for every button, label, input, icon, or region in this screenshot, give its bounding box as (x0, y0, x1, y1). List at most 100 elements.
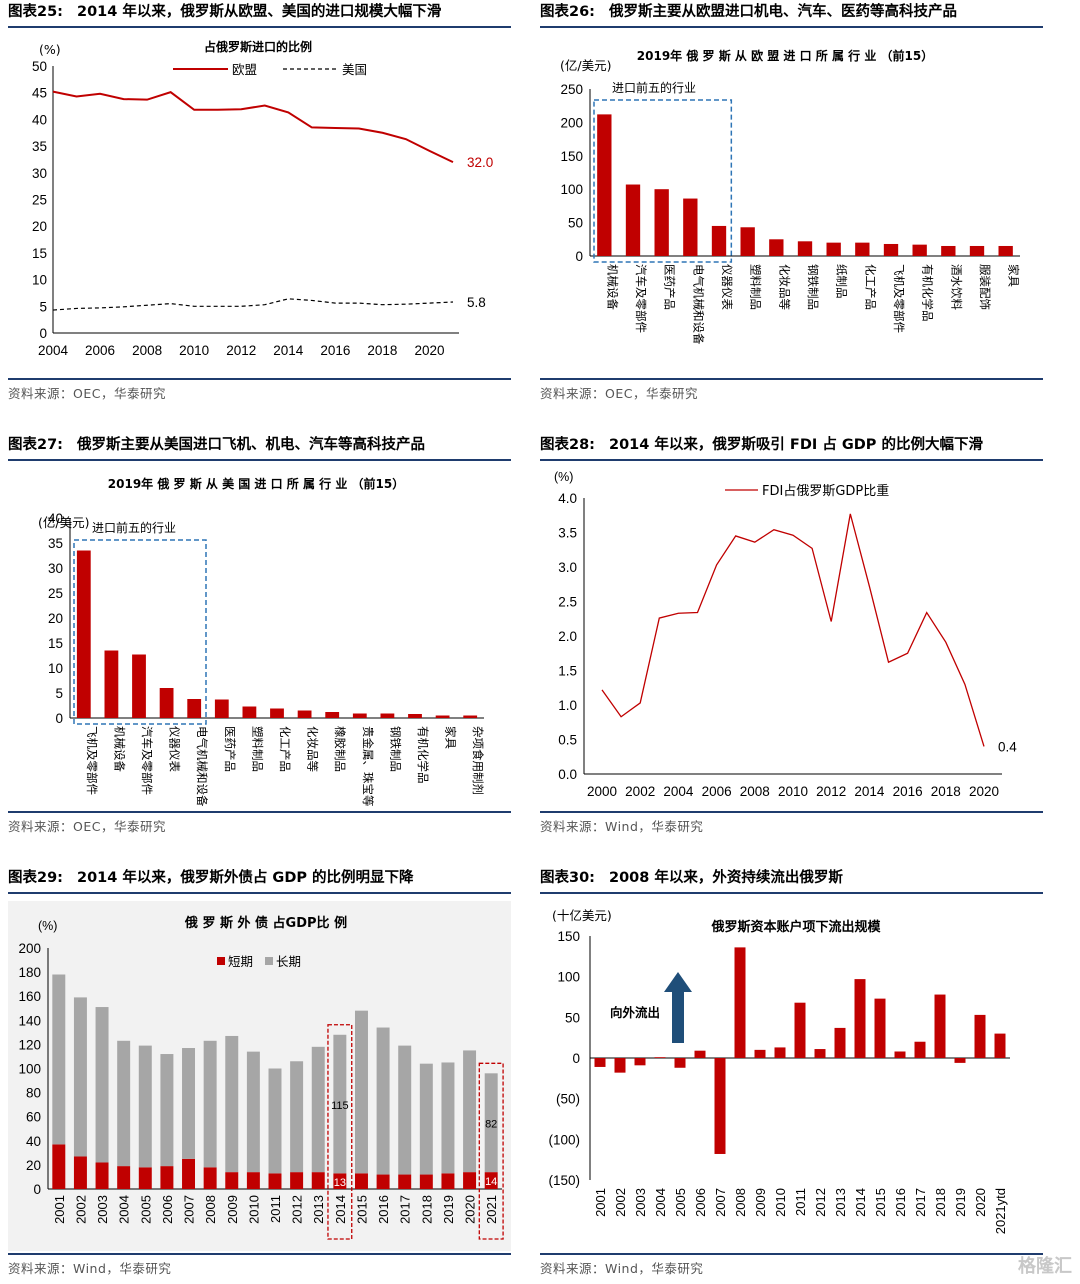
bar-short-term (225, 1172, 239, 1189)
y-tick-label: 60 (26, 1110, 41, 1125)
x-category-label: 2012 (290, 1195, 305, 1224)
y-tick-label: 180 (18, 965, 41, 980)
bar-short-term (290, 1172, 304, 1189)
legend-swatch (217, 957, 225, 965)
x-category-label: 2013 (311, 1195, 326, 1224)
x-category-label: 塑料制品 (250, 726, 264, 772)
y-tick-label: (150) (548, 1173, 580, 1188)
y-tick-label: 0 (55, 711, 63, 726)
x-category-label: 2020 (973, 1188, 988, 1217)
x-category-label: 2012 (813, 1188, 828, 1217)
source-note: 资料来源：Wind，华泰研究 (8, 1261, 172, 1276)
y-tick-label: 0 (572, 1051, 580, 1066)
bar (814, 1049, 826, 1058)
x-category-label: 2007 (182, 1195, 197, 1224)
x-tick-label: 2004 (663, 784, 694, 799)
data-label-short: 13 (334, 1177, 346, 1189)
bar (754, 1049, 766, 1058)
bar-short-term (182, 1158, 196, 1189)
x-category-label: 2019 (441, 1195, 456, 1224)
bar-short-term (311, 1172, 325, 1189)
legend-label: 长期 (276, 954, 301, 969)
x-tick-label: 2008 (132, 343, 162, 358)
x-category-label: 家具 (1007, 264, 1021, 287)
data-label-long: 115 (331, 1100, 349, 1112)
x-category-label: 汽车及零部件 (634, 264, 648, 333)
y-tick-label: 20 (32, 219, 47, 234)
bar (714, 1058, 726, 1154)
chart-title: 2019年 俄 罗 斯 从 欧 盟 进 口 所 属 行 业 （前15） (637, 48, 933, 63)
x-category-label: 飞机及零部件 (892, 264, 906, 333)
bar (794, 1002, 806, 1058)
bar (834, 1027, 846, 1058)
x-tick-label: 2020 (969, 784, 999, 799)
bar-short-term (268, 1173, 282, 1189)
x-category-label: 汽车及零部件 (140, 726, 154, 795)
y-tick-label: 10 (48, 661, 63, 676)
panel-fig25: 图表25: 2014 年以来，俄罗斯从欧盟、美国的进口规模大幅下滑 0 5 10 15 2… (8, 0, 513, 420)
y-axis-unit: (亿/美元) (38, 515, 89, 530)
x-category-label: 2003 (95, 1195, 110, 1224)
bar-long-term (419, 1063, 433, 1175)
x-tick-label: 2006 (702, 784, 732, 799)
x-category-label: 2005 (673, 1188, 688, 1217)
bar-short-term (73, 1156, 87, 1189)
x-category-label: 电气机械和设备 (195, 726, 209, 807)
arrow-label: 向外流出 (610, 1005, 660, 1020)
y-axis-unit: (%) (554, 470, 573, 484)
y-tick-label: 0.5 (558, 733, 577, 748)
bar-long-term (441, 1062, 455, 1174)
bar (297, 710, 312, 718)
y-tick-label: 200 (560, 115, 583, 130)
x-category-label: 2018 (419, 1195, 434, 1224)
bar (734, 947, 746, 1058)
bar (594, 1058, 606, 1067)
bar-short-term (52, 1144, 66, 1189)
bar (104, 650, 119, 718)
bar (435, 715, 450, 718)
bar (998, 245, 1013, 256)
end-value-label: 0.4 (998, 739, 1017, 754)
panel-fig29: 图表29: 2014 年以来，俄罗斯外债占 GDP 的比例明显下降 0 20 40 60… (8, 866, 513, 1276)
bar (694, 1050, 706, 1058)
chart-title: 占俄罗斯进口的比例 (204, 39, 312, 54)
source-note: 资料来源：OEC，华泰研究 (540, 386, 698, 401)
bar-long-term (73, 997, 87, 1157)
bar-long-term (354, 1010, 368, 1174)
y-tick-label: 0 (575, 249, 583, 264)
chart-fig30: 150 100 50 0 (50) (100) (150) (十亿美元) 俄罗斯资本账户项下流出… (548, 908, 1010, 1234)
y-tick-label: 0 (39, 326, 47, 341)
y-tick-label: 50 (568, 216, 583, 231)
x-category-label: 2003 (633, 1188, 648, 1217)
y-tick-label: 20 (26, 1158, 41, 1173)
y-tick-label: 150 (557, 929, 580, 944)
y-tick-label: 45 (32, 86, 47, 101)
highlight-box-label: 进口前五的行业 (612, 80, 696, 95)
x-category-label: 塑料制品 (749, 264, 763, 310)
bar (242, 706, 257, 718)
bar (76, 550, 91, 718)
bar (380, 713, 395, 718)
y-axis-unit: (亿/美元) (560, 58, 611, 73)
x-tick-label: 2000 (587, 784, 617, 799)
y-tick-label: 35 (48, 536, 63, 551)
bar (634, 1058, 646, 1066)
y-tick-label: 80 (26, 1086, 41, 1101)
bar (214, 699, 229, 718)
x-category-label: 2019 (953, 1188, 968, 1217)
bar-short-term (160, 1166, 174, 1189)
bar (187, 699, 202, 718)
x-category-label: 2001 (52, 1195, 67, 1224)
x-tick-label: 2014 (273, 343, 304, 358)
bar-short-term (441, 1173, 455, 1189)
highlight-box-label: 进口前五的行业 (92, 520, 176, 535)
x-tick-label: 2006 (85, 343, 115, 358)
y-tick-label: 30 (48, 561, 63, 576)
bar (883, 243, 899, 256)
y-tick-label: 1.5 (558, 664, 577, 679)
bar (954, 1058, 966, 1063)
y-tick-label: 20 (48, 611, 63, 626)
data-label-long: 82 (485, 1119, 497, 1131)
x-tick-label: 2002 (625, 784, 655, 799)
x-category-label: 2009 (225, 1195, 240, 1224)
